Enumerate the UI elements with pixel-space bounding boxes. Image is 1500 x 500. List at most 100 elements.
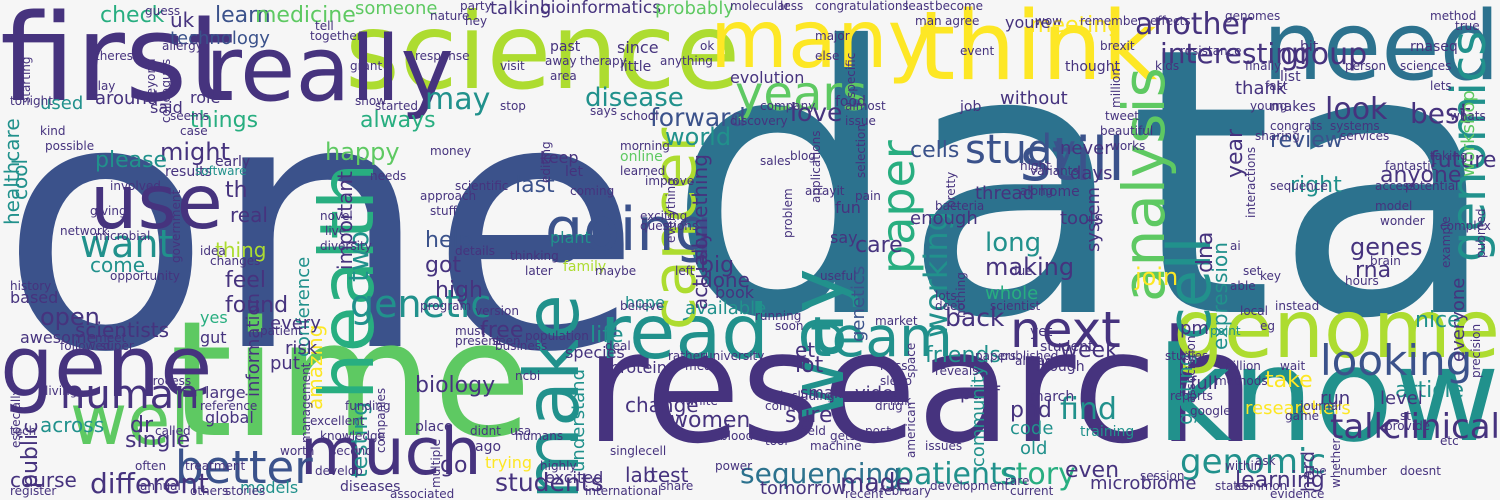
cloud-word-ok: ok [700, 39, 715, 53]
cloud-word-response: response [415, 49, 470, 63]
cloud-word-change: change [625, 393, 699, 417]
cloud-word-approach: approach [420, 189, 477, 203]
cloud-word-case: case [180, 124, 208, 138]
cloud-word-details: details [455, 244, 495, 258]
cloud-word-kids: kids [1155, 59, 1180, 73]
cloud-word-studies: studies [1165, 349, 1209, 363]
cloud-word-else: else [815, 49, 840, 63]
cloud-word-sciences: sciences [1400, 59, 1452, 73]
cloud-word-usa: usa [510, 424, 532, 438]
cloud-word-present: present [455, 334, 501, 348]
cloud-word-stories: stories [225, 484, 266, 498]
cloud-word-models: models [240, 478, 299, 497]
cloud-word-humans: humans [515, 429, 564, 443]
cloud-word-taking: taking [1430, 149, 1468, 163]
cloud-word-singlecell: singlecell [610, 444, 667, 458]
cloud-word-probably: probably [655, 0, 734, 19]
cloud-word-hey: hey [465, 14, 488, 28]
cloud-word-real: real [230, 203, 268, 227]
cloud-word-resistance: resistance [1180, 44, 1242, 58]
cloud-word-microbiome: microbiome [1090, 473, 1197, 494]
cloud-word-program: program [420, 299, 472, 313]
cloud-word-anything: anything [660, 54, 713, 68]
cloud-word-genetic: genetic [350, 282, 492, 326]
cloud-word-data: data [666, 0, 1500, 400]
cloud-word-every: every [270, 313, 321, 334]
cloud-word-protein: protein [610, 358, 667, 377]
cloud-word-th: th [225, 178, 248, 203]
cloud-word-beautiful: beautiful [1100, 124, 1154, 138]
cloud-word-never: never [1060, 138, 1112, 159]
cloud-word-another: another [1135, 7, 1253, 42]
cloud-word-least: least [905, 0, 935, 13]
cloud-word-information: information [243, 293, 264, 397]
cloud-word-already: already [1015, 354, 1060, 368]
cloud-word-coming: coming [570, 184, 615, 198]
cloud-word-hours: hours [1345, 274, 1379, 288]
cloud-word-blood: blood [720, 429, 754, 443]
cloud-word-become: become [935, 0, 984, 13]
cloud-word-ask: ask [1255, 454, 1276, 468]
cloud-word-party: party [460, 0, 492, 13]
cloud-word-thinking: thinking [510, 249, 559, 263]
cloud-word-diseases: diseases [340, 479, 401, 495]
cloud-word-morning: morning [620, 139, 670, 153]
cloud-word-based: based [10, 288, 59, 307]
cloud-word-human: human [60, 372, 200, 418]
cloud-word-beyond: beyond [144, 58, 158, 103]
cloud-word-selection: selection [854, 124, 868, 178]
cloud-word-fantastic: fantastic [1385, 159, 1438, 173]
cloud-word-lots: lots [935, 289, 957, 303]
cloud-word-excited: excited [545, 468, 604, 487]
cloud-word-billion: billion [1225, 359, 1261, 373]
cloud-word-plant: plant [550, 228, 591, 247]
cloud-word-course: course [10, 468, 77, 492]
cloud-word-evolution: evolution [730, 68, 805, 87]
cloud-word-history: history [10, 279, 52, 293]
cloud-word-workshop: workshop [1458, 90, 1479, 177]
cloud-word-game: game [1285, 409, 1320, 423]
cloud-word-problem: problem [781, 188, 795, 238]
cloud-word-instead: instead [1275, 299, 1320, 313]
cloud-word-study: study [965, 127, 1076, 173]
cloud-word-mean: mean [685, 359, 720, 373]
cloud-word-go: go [440, 453, 468, 478]
cloud-word-says: says [590, 104, 617, 118]
cloud-word-common: common [1235, 479, 1288, 493]
cloud-word-finally: finally [1245, 59, 1282, 73]
cloud-word-tonight: tonight [10, 94, 53, 108]
cloud-word-week: week [1060, 338, 1118, 363]
cloud-word-kind: kind [40, 124, 66, 138]
cloud-word-join: join [1135, 263, 1179, 291]
cloud-word-sales: sales [760, 154, 791, 168]
cloud-word-person: person [1345, 59, 1387, 73]
cloud-word-youre: youre [1005, 13, 1051, 32]
cloud-word-patients: patients [895, 457, 1018, 492]
cloud-word-variants: variants [1030, 164, 1079, 178]
cloud-word-possible: possible [45, 139, 95, 153]
cloud-word-agree: agree [945, 14, 980, 28]
cloud-word-applications: applications [809, 130, 823, 203]
cloud-word-play: play [90, 79, 116, 93]
cloud-word-training: training [1080, 424, 1135, 440]
cloud-word-issue: issue [845, 114, 876, 128]
cloud-word-discovery: discovery [730, 114, 788, 128]
cloud-word-made: made [840, 468, 911, 497]
cloud-word-past: past [550, 39, 581, 55]
cloud-word-potential: potential [1405, 179, 1459, 193]
cloud-word-fast: fast [1265, 79, 1288, 93]
cloud-word-always: always [360, 108, 436, 133]
cloud-word-arrayit: arrayit [805, 184, 845, 198]
cloud-word-idea: idea [200, 244, 226, 258]
cloud-word-find: find [1060, 392, 1117, 427]
cloud-word-post: post [865, 424, 891, 438]
cloud-word-love: love [790, 98, 843, 127]
cloud-word-brain: brain [1370, 254, 1401, 268]
cloud-word-pubmed: pubmed [1474, 208, 1488, 258]
cloud-word-much: much [300, 415, 482, 490]
cloud-word-scientist: scientist [990, 299, 1041, 313]
cloud-word-development: development [930, 479, 1010, 493]
cloud-word-brexit: brexit [1100, 39, 1135, 53]
cloud-word-world: world [665, 123, 732, 151]
cloud-word-friends: friends [925, 343, 1001, 368]
